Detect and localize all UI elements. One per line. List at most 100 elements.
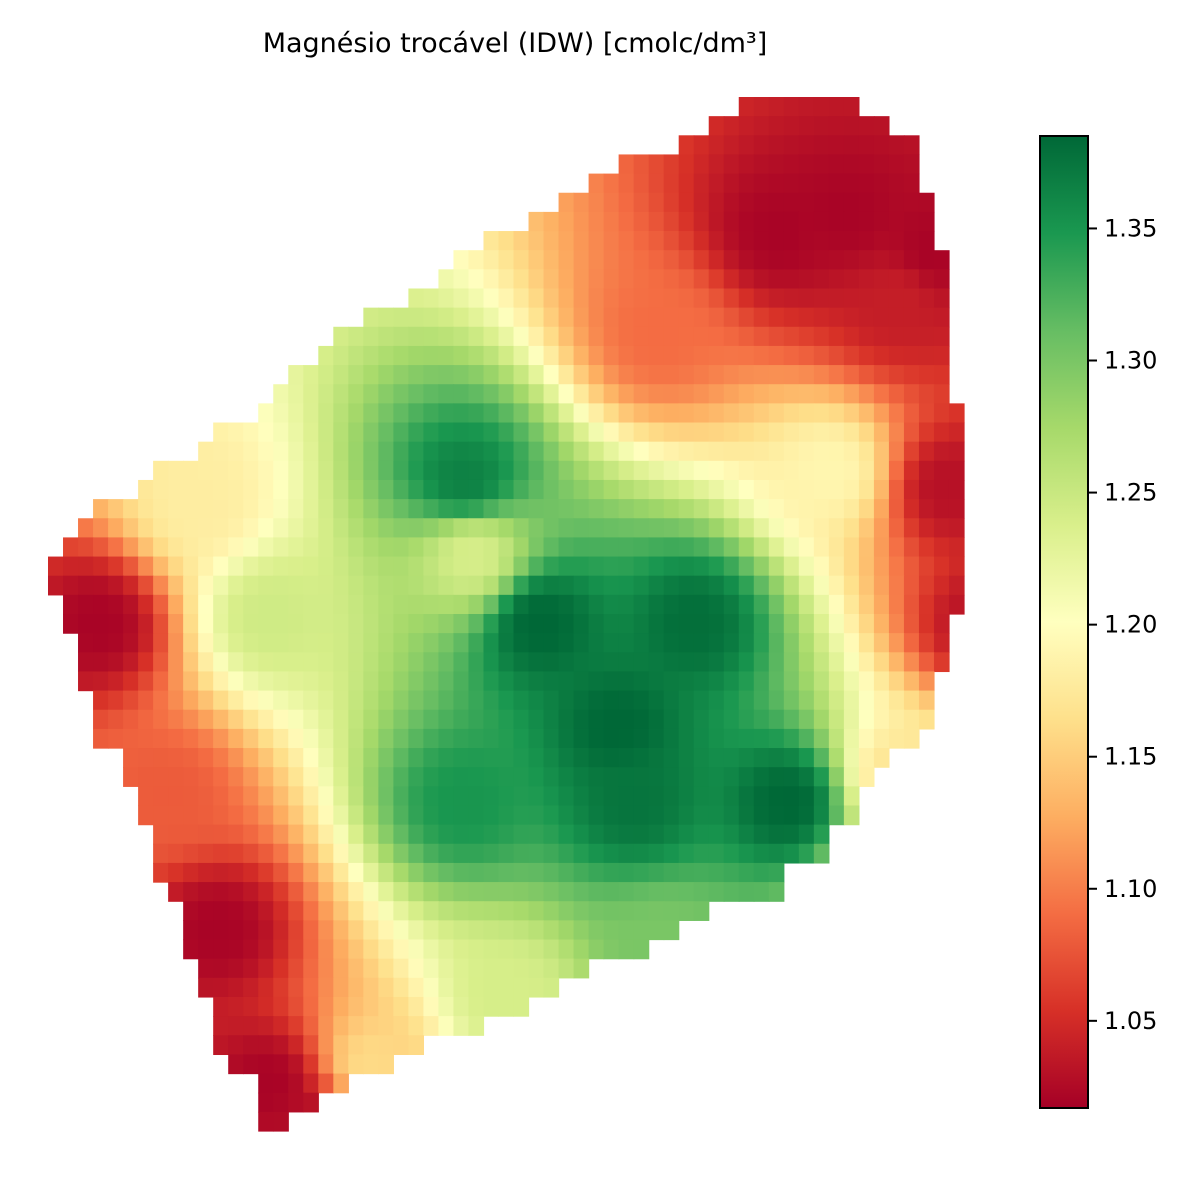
heatmap-cell [858,173,875,194]
heatmap-cell [753,824,770,845]
heatmap-cell [603,690,620,711]
heatmap-cell [828,384,845,404]
heatmap-cell [543,288,560,309]
heatmap-cell [498,786,515,807]
heatmap-cell [423,901,440,921]
heatmap-cell [663,594,680,615]
heatmap-cell [783,709,800,730]
heatmap-cell [708,671,725,692]
heatmap-cell [678,403,695,424]
heatmap-cell [768,862,785,883]
heatmap-cell [303,1073,319,1094]
heatmap-cell [273,499,289,519]
heatmap-cell [843,307,860,328]
heatmap-cell [408,326,425,347]
heatmap-cell [663,767,680,787]
heatmap-cell [513,345,530,366]
heatmap-cell [438,652,455,673]
heatmap-cell [513,556,530,577]
heatmap-cell [363,326,379,347]
heatmap-cell [453,1016,470,1036]
heatmap-cell [558,269,575,290]
heatmap-cell [693,786,710,807]
heatmap-cell [498,460,515,481]
heatmap-cell [483,862,500,883]
heatmap-cell [318,958,334,979]
heatmap-cell [933,269,950,290]
heatmap-cell [918,345,935,366]
heatmap-cell [918,556,935,577]
heatmap-cell [723,422,740,443]
heatmap-cell [918,211,935,232]
heatmap-cell [513,575,530,596]
heatmap-cell [603,211,620,232]
heatmap-cell [678,231,695,251]
heatmap-cell [243,556,259,577]
heatmap-cell [438,805,455,826]
heatmap-cell [513,996,530,1017]
heatmap-cell [528,518,545,539]
heatmap-cell [708,116,725,136]
heatmap-cell [693,748,710,768]
heatmap-cell [783,116,800,136]
heatmap-cell [273,824,289,845]
heatmap-cell [453,575,470,596]
heatmap-cell [483,843,500,864]
heatmap-cell [678,633,695,653]
heatmap-cell [558,748,575,768]
heatmap-cell [648,173,665,194]
heatmap-cell [903,652,920,673]
heatmap-cell [873,537,890,558]
heatmap-cell [678,767,695,787]
heatmap-cell [348,1016,364,1036]
heatmap-cell [843,728,860,749]
heatmap-cell [378,690,394,711]
heatmap-cell [708,575,725,596]
heatmap-cell [258,996,274,1017]
heatmap-cell [453,326,470,347]
heatmap-cell [918,518,935,539]
heatmap-cell [738,288,755,309]
heatmap-cell [183,728,199,749]
heatmap-cell [348,633,364,653]
heatmap-cell [258,422,274,443]
heatmap-cell [408,671,425,692]
heatmap-cell [318,365,334,385]
heatmap-cell [303,403,319,424]
heatmap-cell [468,824,485,845]
heatmap-cell [168,709,184,730]
heatmap-cell [333,862,349,883]
heatmap-cell [528,422,545,443]
heatmap-cell [273,518,289,539]
heatmap-cell [618,805,635,826]
heatmap-cell [423,403,440,424]
heatmap-cell [453,920,470,941]
heatmap-cell [738,269,755,290]
heatmap-cell [213,767,229,787]
heatmap-cell [648,901,665,921]
heatmap-cell [513,709,530,730]
heatmap-cell [483,479,500,500]
heatmap-cell [693,422,710,443]
heatmap-cell [468,403,485,424]
heatmap-cell [288,939,304,960]
heatmap-cell [438,307,455,328]
heatmap-cell [738,633,755,653]
heatmap-cell [93,690,109,711]
heatmap-cell [153,805,169,826]
heatmap-cell [333,709,349,730]
heatmap-cell [783,728,800,749]
heatmap-cell [273,728,289,749]
heatmap-cell [753,97,770,117]
heatmap-cell [708,594,725,615]
heatmap-cell [108,537,124,558]
heatmap-cell [393,326,409,347]
heatmap-cell [648,652,665,673]
heatmap-cell [408,1035,425,1056]
heatmap-cell [543,537,560,558]
heatmap-cell [48,556,64,577]
heatmap-cell [888,422,905,443]
heatmap-cell [378,1016,394,1036]
heatmap-cell [678,594,695,615]
heatmap-cell [348,365,364,385]
